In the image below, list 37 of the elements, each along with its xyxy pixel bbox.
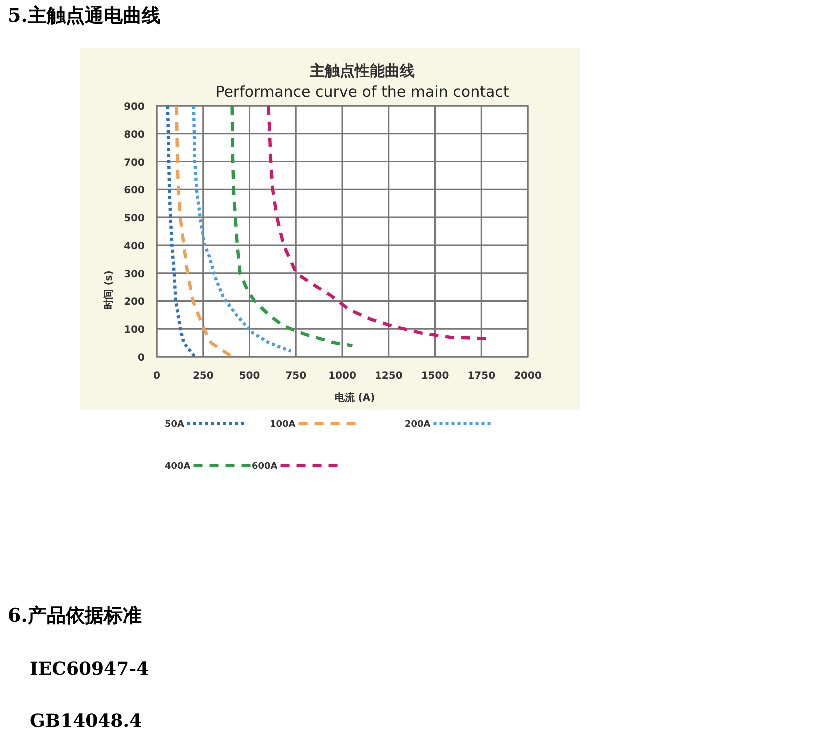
x-tick-label: 500 bbox=[239, 371, 260, 382]
x-tick-label: 1750 bbox=[468, 371, 496, 382]
text: GB14048.4 bbox=[30, 711, 142, 732]
text: 6.产品依据标准 bbox=[8, 605, 142, 627]
line-series bbox=[230, 104, 354, 348]
line-series bbox=[192, 104, 293, 354]
x-axis-title: 电流 (A) bbox=[334, 392, 376, 404]
y-tick-label: 0 bbox=[138, 353, 146, 364]
y-tick-label: 100 bbox=[124, 325, 146, 336]
y-tick-label: 400 bbox=[124, 241, 146, 252]
x-tick-label: 1000 bbox=[328, 371, 356, 382]
y-tick-label: 900 bbox=[124, 102, 146, 113]
x-tick-label: 750 bbox=[286, 371, 307, 382]
y-tick-label: 800 bbox=[124, 130, 146, 141]
legend-label: 400A bbox=[165, 462, 191, 472]
x-tick-label: 1250 bbox=[374, 371, 403, 382]
legend-label: 600A bbox=[252, 462, 278, 472]
y-tick-label: 600 bbox=[124, 186, 146, 197]
y-tick-label: 300 bbox=[124, 269, 146, 280]
text: 5.主触点通电曲线 bbox=[8, 5, 161, 27]
legend-label: 100A bbox=[270, 420, 296, 430]
chart-title: 主触点性能曲线 bbox=[309, 62, 415, 80]
y-tick-label: 700 bbox=[124, 158, 146, 169]
x-tick-label: 2000 bbox=[514, 371, 542, 382]
legend-label: 200A bbox=[405, 420, 431, 430]
x-tick-label: 1500 bbox=[421, 371, 450, 382]
y-axis-title: 时间 (s) bbox=[103, 270, 115, 310]
y-tick-label: 200 bbox=[124, 297, 146, 308]
y-tick-label: 500 bbox=[124, 214, 146, 225]
legend-label: 50A bbox=[165, 420, 185, 430]
line-series bbox=[166, 104, 197, 357]
text: IEC60947-4 bbox=[30, 659, 150, 680]
line-series bbox=[267, 104, 488, 340]
line-series bbox=[175, 104, 234, 357]
x-tick-label: 250 bbox=[192, 371, 214, 382]
x-tick-label: 0 bbox=[154, 371, 161, 382]
chart-subtitle: Performance curve of the main contact bbox=[216, 83, 510, 101]
